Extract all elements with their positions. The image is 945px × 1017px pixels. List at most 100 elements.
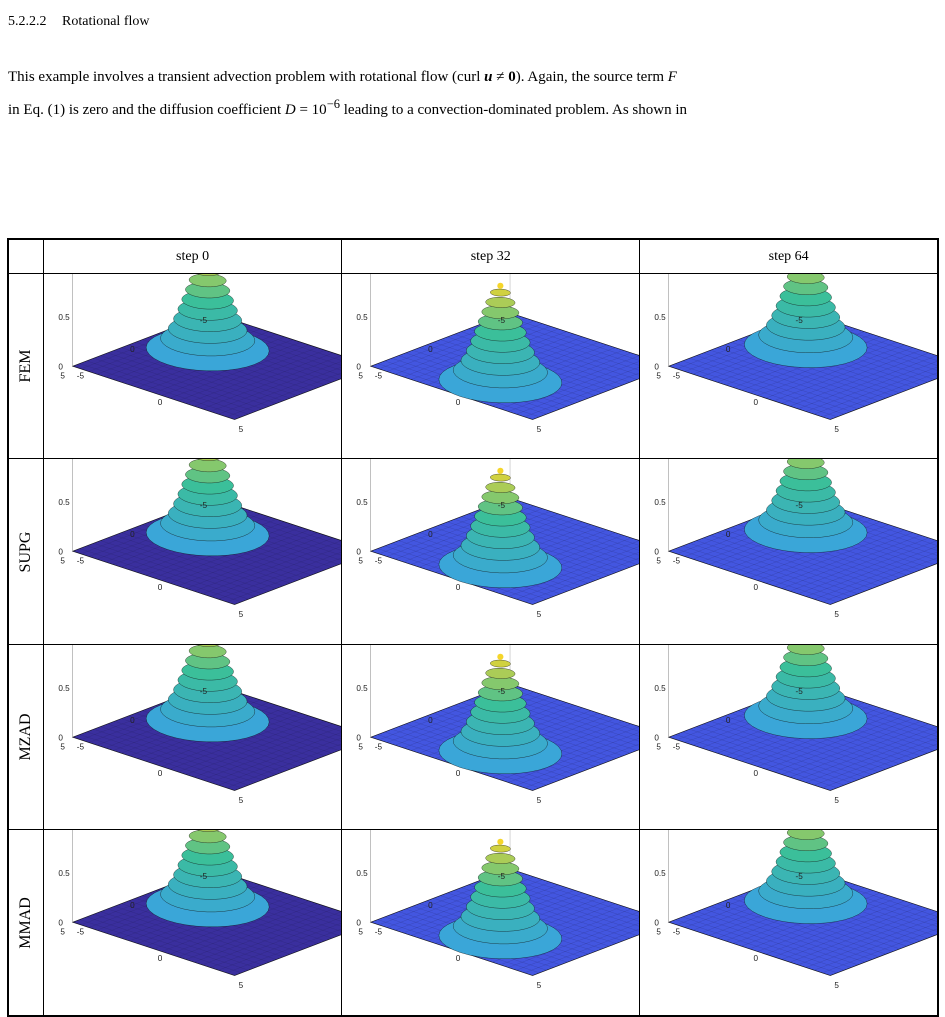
grid-line bbox=[782, 906, 922, 960]
peak-contour bbox=[481, 305, 520, 319]
x-tick-label: -5 bbox=[673, 742, 681, 751]
grid-line bbox=[710, 535, 873, 590]
x-tick-label: 5 bbox=[239, 981, 244, 990]
grid-line bbox=[814, 367, 937, 415]
grid-line bbox=[703, 352, 866, 407]
x-tick-label: 0 bbox=[754, 954, 759, 963]
z-tick-label: 0 bbox=[357, 548, 362, 557]
y-tick-label: 5 bbox=[657, 557, 662, 566]
section-title: Rotational flow bbox=[62, 14, 150, 29]
grid-line bbox=[114, 720, 277, 775]
grid-line bbox=[682, 917, 845, 971]
surface-plot-svg: 10.50-505-505 bbox=[357, 274, 640, 434]
grid-line bbox=[703, 723, 866, 778]
x-tick-label: 0 bbox=[456, 769, 461, 778]
grid-line bbox=[806, 917, 937, 968]
grid-line bbox=[822, 743, 937, 788]
row-label: MZAD bbox=[7, 643, 44, 831]
x-tick-label: 5 bbox=[835, 610, 840, 619]
figure-row: SUPG 10.50-505-505 10.50-505-505 10.50-5… bbox=[7, 458, 939, 645]
x-tick-label: 5 bbox=[239, 425, 244, 434]
grid-line bbox=[717, 718, 880, 772]
math-symbol: u bbox=[484, 69, 493, 85]
header-row: step 0 step 32 step 64 bbox=[7, 238, 939, 274]
grid-line bbox=[830, 378, 937, 420]
grid-line bbox=[516, 737, 640, 786]
grid-line bbox=[121, 718, 284, 772]
grid-line bbox=[798, 355, 937, 409]
grid-line bbox=[516, 552, 640, 600]
figure-row: MZAD 10.50-505-505 10.50-505-505 10.50-5… bbox=[7, 643, 939, 831]
grid-line bbox=[790, 352, 930, 407]
peak-contour bbox=[485, 482, 516, 494]
z-tick-label: 0.5 bbox=[58, 684, 70, 693]
z-tick-label: 0 bbox=[655, 733, 660, 742]
x-tick-label: -5 bbox=[375, 557, 383, 566]
grid-line bbox=[93, 914, 256, 968]
x-tick-label: 5 bbox=[239, 610, 244, 619]
x-tick-label: 0 bbox=[754, 398, 759, 407]
row-label: SUPG bbox=[7, 458, 44, 645]
x-tick-label: -5 bbox=[673, 557, 681, 566]
x-tick-label: 5 bbox=[537, 796, 542, 805]
y-tick-label: 0 bbox=[428, 530, 433, 539]
grid-line bbox=[210, 361, 342, 412]
grid-line bbox=[496, 318, 640, 366]
grid-line bbox=[202, 911, 342, 966]
peak-cap bbox=[497, 282, 504, 289]
grid-line bbox=[194, 538, 334, 592]
x-tick-label: 5 bbox=[537, 425, 542, 434]
surface-plot-svg: 10.50-505-505 bbox=[357, 830, 640, 990]
grid-line bbox=[668, 736, 831, 791]
grid-line bbox=[234, 564, 342, 606]
z-tick-label: 0.5 bbox=[58, 869, 70, 878]
text-run: = 10 bbox=[295, 102, 327, 118]
peak-cap bbox=[497, 653, 504, 660]
grid-line bbox=[169, 901, 310, 955]
z-tick-label: 0.5 bbox=[357, 499, 369, 508]
grid-line bbox=[806, 361, 937, 412]
grid-line bbox=[668, 366, 831, 420]
grid-line bbox=[710, 350, 873, 404]
row-label: MMAD bbox=[7, 829, 44, 1017]
peak-contour bbox=[188, 830, 227, 844]
grid-line bbox=[510, 683, 640, 727]
surface-plot: 10.50-505-505 bbox=[42, 272, 343, 460]
z-tick-label: 0 bbox=[58, 548, 63, 557]
text-run: leading to a convection-dominated proble… bbox=[340, 102, 688, 118]
x-tick-label: -5 bbox=[673, 372, 681, 381]
grid-line bbox=[226, 743, 342, 788]
x-tick-label: 0 bbox=[158, 584, 163, 593]
surface-plot: 10.50-505-505 bbox=[639, 643, 939, 831]
grid-line bbox=[218, 552, 342, 600]
grid-line bbox=[696, 540, 859, 595]
peak-cap bbox=[497, 839, 504, 846]
x-tick-label: 0 bbox=[456, 954, 461, 963]
y-tick-label: 0 bbox=[428, 716, 433, 725]
surface-plot-svg: 10.50-505-505 bbox=[58, 274, 342, 434]
peak-contour bbox=[478, 314, 523, 331]
grid-line bbox=[121, 903, 284, 958]
grid-line bbox=[107, 352, 270, 407]
grid-line bbox=[503, 315, 640, 361]
y-tick-label: 5 bbox=[60, 928, 65, 937]
peak-cap bbox=[497, 468, 504, 475]
row-label-text: MMAD bbox=[17, 896, 34, 949]
math-symbol: D bbox=[284, 102, 296, 118]
grid-line bbox=[202, 726, 342, 780]
grid-line bbox=[202, 541, 342, 595]
y-tick-label: -5 bbox=[498, 502, 506, 511]
surface-plot: 10.50-505-505 bbox=[341, 643, 641, 831]
y-tick-label: -5 bbox=[200, 502, 208, 511]
grid-line bbox=[703, 538, 866, 592]
grid-line bbox=[675, 734, 838, 788]
grid-line bbox=[93, 543, 256, 598]
grid-line bbox=[86, 731, 249, 786]
x-tick-label: 0 bbox=[456, 398, 461, 407]
grid-line bbox=[210, 732, 342, 783]
peak-contour bbox=[485, 297, 516, 308]
grid-line bbox=[100, 726, 263, 780]
grid-line bbox=[798, 541, 937, 595]
grid-line bbox=[79, 919, 242, 974]
peak-contour bbox=[188, 459, 227, 473]
